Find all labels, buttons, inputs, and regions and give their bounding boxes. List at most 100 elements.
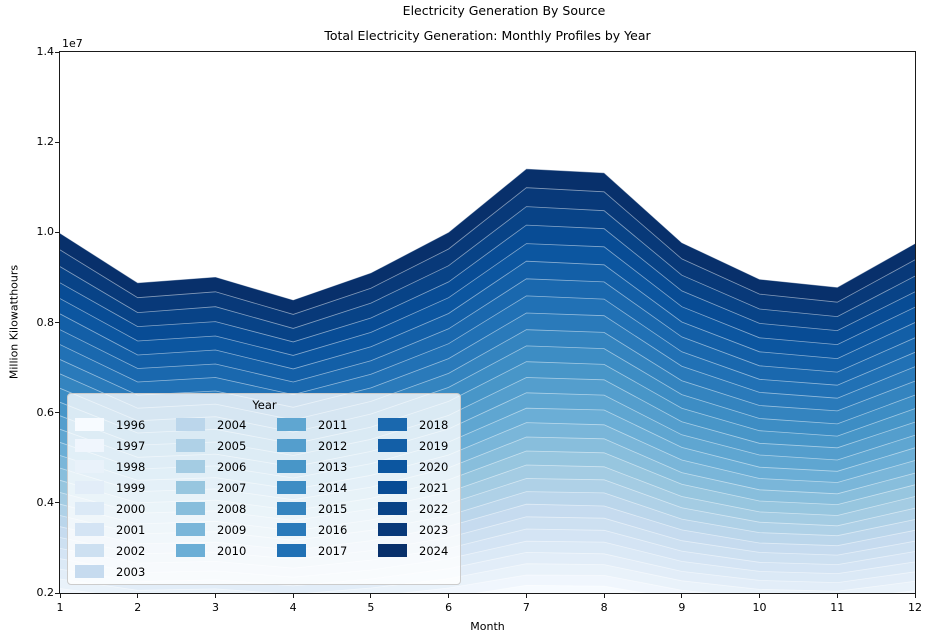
y-axis-offset-label: 1e7 — [62, 37, 83, 50]
legend-entry-label: 2015 — [318, 501, 348, 516]
x-tick-label: 2 — [134, 601, 142, 614]
y-tick-mark — [55, 141, 59, 143]
legend-entry-2015: 2015 — [276, 498, 377, 519]
legend-swatch-icon — [176, 481, 205, 494]
legend-swatch-icon — [378, 460, 407, 473]
legend-entry-2012: 2012 — [276, 435, 377, 456]
legend-entry-label: 2024 — [419, 543, 449, 558]
legend-column: 2018 2019 2020 2021 2022 2023 2024 — [377, 414, 448, 582]
legend-entry-2014: 2014 — [276, 477, 377, 498]
legend-entry-label: 2022 — [419, 501, 449, 516]
x-tick-mark — [914, 594, 916, 598]
y-tick-label: 0.8 — [36, 315, 55, 329]
legend-entry-2006: 2006 — [175, 456, 276, 477]
legend-entry-2011: 2011 — [276, 414, 377, 435]
x-tick-mark — [759, 594, 761, 598]
legend-entry-2019: 2019 — [377, 435, 448, 456]
legend-swatch-icon — [176, 523, 205, 536]
x-tick-mark — [59, 594, 61, 598]
x-tick-label: 9 — [678, 601, 686, 614]
legend-entry-2005: 2005 — [175, 435, 276, 456]
x-tick-mark — [836, 594, 838, 598]
area-series-1998 — [60, 563, 915, 593]
legend-swatch-icon — [277, 544, 306, 557]
x-tick-mark — [448, 594, 450, 598]
x-tick-label: 6 — [445, 601, 453, 614]
legend-swatch-icon — [75, 418, 104, 431]
figure-suptitle: Electricity Generation By Source — [402, 3, 606, 18]
legend-entry-label: 1998 — [116, 459, 146, 474]
legend-title: Year — [252, 398, 277, 412]
legend-entry-label: 2001 — [116, 522, 146, 537]
x-tick-label: 12 — [908, 601, 922, 614]
legend-swatch-icon — [378, 418, 407, 431]
area-edge-2021 — [60, 224, 915, 343]
y-tick-label: 0.4 — [36, 495, 55, 509]
area-edge-2018 — [60, 278, 915, 383]
legend-entry-label: 2002 — [116, 543, 146, 558]
legend-entry-2009: 2009 — [175, 519, 276, 540]
axes-frame — [59, 51, 916, 594]
legend-entry-2004: 2004 — [175, 414, 276, 435]
legend-swatch-icon — [277, 523, 306, 536]
legend-swatch-icon — [75, 544, 104, 557]
legend-swatch-icon — [378, 523, 407, 536]
legend-swatch-icon — [277, 481, 306, 494]
legend-entry-2013: 2013 — [276, 456, 377, 477]
x-tick-label: 4 — [289, 601, 297, 614]
legend-entry-2007: 2007 — [175, 477, 276, 498]
legend-entry-label: 2014 — [318, 480, 348, 495]
legend-entry-2008: 2008 — [175, 498, 276, 519]
x-tick-mark — [603, 594, 605, 598]
legend-entry-label: 2017 — [318, 543, 348, 558]
legend-swatch-icon — [75, 565, 104, 578]
area-series-1997 — [60, 575, 915, 593]
legend-entry-label: 2009 — [217, 522, 247, 537]
legend-entry-1999: 1999 — [74, 477, 175, 498]
x-tick-label: 8 — [600, 601, 608, 614]
x-tick-mark — [214, 594, 216, 598]
legend-entry-label: 2020 — [419, 459, 449, 474]
legend-swatch-icon — [277, 460, 306, 473]
legend-entry-label: 2010 — [217, 543, 247, 558]
legend-entry-2024: 2024 — [377, 540, 448, 561]
legend-entry-label: 2003 — [116, 564, 146, 579]
legend-entry-label: 2023 — [419, 522, 449, 537]
legend-entry-label: 2016 — [318, 522, 348, 537]
legend-entry-label: 1996 — [116, 417, 146, 432]
x-tick-label: 11 — [830, 601, 845, 614]
legend-swatch-icon — [277, 418, 306, 431]
legend-entry-1998: 1998 — [74, 456, 175, 477]
x-tick-mark — [137, 594, 139, 598]
x-tick-label: 1 — [56, 601, 64, 614]
legend-swatch-icon — [378, 439, 407, 452]
legend-swatch-icon — [176, 418, 205, 431]
legend-columns: 1996 1997 1998 1999 2000 2001 2002 2003 2004 2005… — [74, 414, 455, 582]
legend-swatch-icon — [378, 544, 407, 557]
area-edge-2019 — [60, 260, 915, 370]
legend-entry-label: 2007 — [217, 480, 247, 495]
legend-entry-2002: 2002 — [74, 540, 175, 561]
legend-entry-2017: 2017 — [276, 540, 377, 561]
legend-swatch-icon — [75, 523, 104, 536]
legend-entry-2020: 2020 — [377, 456, 448, 477]
x-tick-mark — [681, 594, 683, 598]
area-edge-2023 — [60, 187, 915, 315]
legend-swatch-icon — [277, 439, 306, 452]
area-edge-1998 — [60, 563, 915, 593]
legend-column: 2004 2005 2006 2007 2008 2009 2010 — [175, 414, 276, 582]
legend-entry-2023: 2023 — [377, 519, 448, 540]
legend-entry-label: 2013 — [318, 459, 348, 474]
legend-swatch-icon — [75, 460, 104, 473]
legend-entry-label: 2000 — [116, 501, 146, 516]
area-edge-1997 — [60, 574, 915, 593]
x-tick-mark — [525, 594, 527, 598]
x-tick-label: 10 — [752, 601, 767, 614]
legend-swatch-icon — [176, 544, 205, 557]
legend-swatch-icon — [75, 481, 104, 494]
legend-swatch-icon — [75, 439, 104, 452]
legend-entry-2010: 2010 — [175, 540, 276, 561]
area-edge-2017 — [60, 295, 915, 396]
legend-entry-label: 2012 — [318, 438, 348, 453]
x-tick-label: 7 — [522, 601, 530, 614]
